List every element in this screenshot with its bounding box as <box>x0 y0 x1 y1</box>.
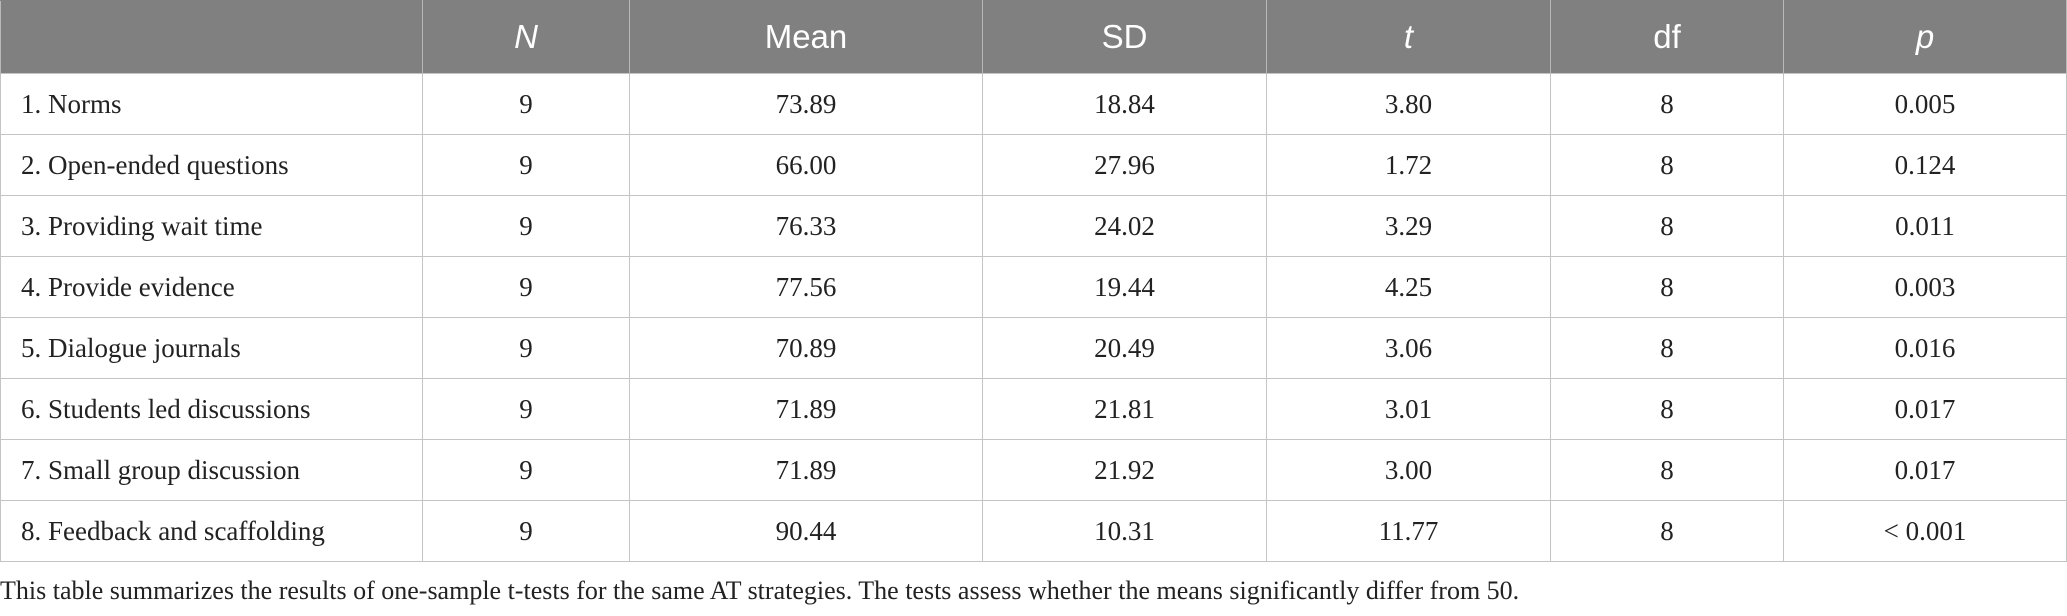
t-cell: 3.29 <box>1266 195 1551 257</box>
t-cell: 4.25 <box>1266 256 1551 318</box>
table-footnote: This table summarizes the results of one… <box>0 576 1520 605</box>
mean-cell: 90.44 <box>629 500 983 562</box>
table-row: 7. Small group discussion 9 71.89 21.92 … <box>0 439 2067 501</box>
sd-cell: 24.02 <box>982 195 1267 257</box>
sd-cell: 20.49 <box>982 317 1267 379</box>
table-row: 3. Providing wait time 9 76.33 24.02 3.2… <box>0 195 2067 257</box>
p-cell: 0.011 <box>1783 195 2067 257</box>
df-cell: 8 <box>1550 73 1784 135</box>
p-cell: 0.017 <box>1783 378 2067 440</box>
table-header-row: N Mean SD t df p <box>0 0 2067 74</box>
p-cell: < 0.001 <box>1783 500 2067 562</box>
df-cell: 8 <box>1550 195 1784 257</box>
header-n: N <box>422 0 630 74</box>
sd-cell: 21.92 <box>982 439 1267 501</box>
strategy-label: 2. Open-ended questions <box>0 134 423 196</box>
t-cell: 11.77 <box>1266 500 1551 562</box>
t-cell: 3.06 <box>1266 317 1551 379</box>
table-row: 2. Open-ended questions 9 66.00 27.96 1.… <box>0 134 2067 196</box>
df-cell: 8 <box>1550 378 1784 440</box>
strategy-label: 3. Providing wait time <box>0 195 423 257</box>
sd-cell: 21.81 <box>982 378 1267 440</box>
table-row: 5. Dialogue journals 9 70.89 20.49 3.06 … <box>0 317 2067 379</box>
strategy-label: 8. Feedback and scaffolding <box>0 500 423 562</box>
table-row: 4. Provide evidence 9 77.56 19.44 4.25 8… <box>0 256 2067 318</box>
mean-cell: 77.56 <box>629 256 983 318</box>
mean-cell: 73.89 <box>629 73 983 135</box>
t-cell: 1.72 <box>1266 134 1551 196</box>
strategy-label: 4. Provide evidence <box>0 256 423 318</box>
t-cell: 3.00 <box>1266 439 1551 501</box>
header-sd: SD <box>982 0 1267 74</box>
sd-cell: 19.44 <box>982 256 1267 318</box>
strategy-label: 6. Students led discussions <box>0 378 423 440</box>
header-p: p <box>1783 0 2067 74</box>
p-cell: 0.017 <box>1783 439 2067 501</box>
table-row: 6. Students led discussions 9 71.89 21.8… <box>0 378 2067 440</box>
n-cell: 9 <box>422 73 630 135</box>
table-row: 1. Norms 9 73.89 18.84 3.80 8 0.005 <box>0 73 2067 135</box>
header-df: df <box>1550 0 1784 74</box>
t-cell: 3.01 <box>1266 378 1551 440</box>
mean-cell: 71.89 <box>629 439 983 501</box>
n-cell: 9 <box>422 500 630 562</box>
mean-cell: 71.89 <box>629 378 983 440</box>
mean-cell: 76.33 <box>629 195 983 257</box>
df-cell: 8 <box>1550 256 1784 318</box>
sd-cell: 18.84 <box>982 73 1267 135</box>
strategy-label: 5. Dialogue journals <box>0 317 423 379</box>
sd-cell: 10.31 <box>982 500 1267 562</box>
t-cell: 3.80 <box>1266 73 1551 135</box>
header-t: t <box>1266 0 1551 74</box>
results-table-container: N Mean SD t df p 1. Norms 9 73.89 18.84 … <box>0 0 2067 562</box>
strategy-label: 7. Small group discussion <box>0 439 423 501</box>
n-cell: 9 <box>422 439 630 501</box>
df-cell: 8 <box>1550 439 1784 501</box>
p-cell: 0.003 <box>1783 256 2067 318</box>
p-cell: 0.124 <box>1783 134 2067 196</box>
one-sample-t-test-table: N Mean SD t df p 1. Norms 9 73.89 18.84 … <box>0 0 2067 562</box>
n-cell: 9 <box>422 195 630 257</box>
p-cell: 0.005 <box>1783 73 2067 135</box>
p-cell: 0.016 <box>1783 317 2067 379</box>
header-strategy <box>0 0 423 74</box>
n-cell: 9 <box>422 134 630 196</box>
n-cell: 9 <box>422 317 630 379</box>
df-cell: 8 <box>1550 317 1784 379</box>
n-cell: 9 <box>422 378 630 440</box>
strategy-label: 1. Norms <box>0 73 423 135</box>
n-cell: 9 <box>422 256 630 318</box>
header-mean: Mean <box>629 0 983 74</box>
sd-cell: 27.96 <box>982 134 1267 196</box>
mean-cell: 70.89 <box>629 317 983 379</box>
df-cell: 8 <box>1550 134 1784 196</box>
table-row: 8. Feedback and scaffolding 9 90.44 10.3… <box>0 500 2067 562</box>
mean-cell: 66.00 <box>629 134 983 196</box>
df-cell: 8 <box>1550 500 1784 562</box>
